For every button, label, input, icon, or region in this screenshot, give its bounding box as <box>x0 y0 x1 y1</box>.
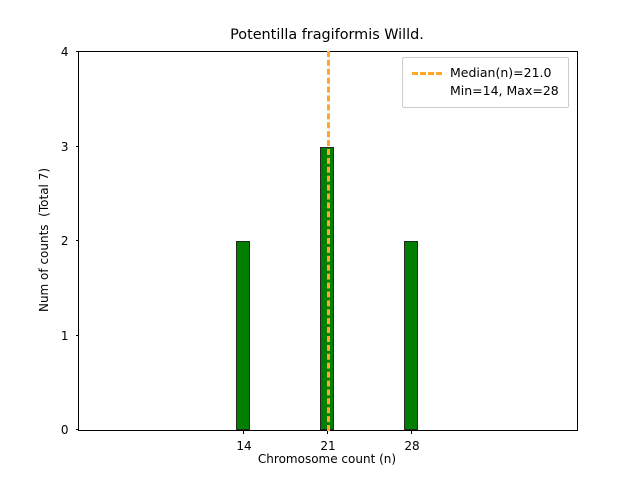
ytick-label-4: 4 <box>60 45 69 59</box>
ytick-mark-0: 0 <box>61 424 79 436</box>
bar-chromosome-14 <box>235 241 250 430</box>
xtick-mark-14: 14 <box>236 430 252 452</box>
plot-area: 0 1 2 3 4 14 21 28 <box>61 46 578 452</box>
ytick-label-1: 1 <box>60 328 69 343</box>
xtick-label-14: 14 <box>236 438 252 453</box>
legend-dashed-line-icon <box>412 72 442 75</box>
x-axis-label: Chromosome count (n) <box>257 452 397 466</box>
xtick-label-28: 28 <box>404 438 420 453</box>
y-axis-label: Num of counts (Total 7) <box>37 167 51 313</box>
plot-inner: 0 1 2 3 4 14 21 28 <box>61 46 577 452</box>
ytick-mark-2: 2 <box>61 235 79 247</box>
median-line <box>327 51 330 431</box>
ytick-mark-1: 1 <box>61 330 79 342</box>
bar-chromosome-21 <box>319 146 334 430</box>
ytick-label-0: 0 <box>60 423 69 437</box>
legend-label-minmax: Min=14, Max=28 <box>450 83 559 98</box>
ytick-label-3: 3 <box>60 139 69 154</box>
xtick-mark-21: 21 <box>320 430 336 452</box>
ytick-mark-3: 3 <box>61 141 79 153</box>
xtick-label-21: 21 <box>320 438 336 453</box>
xtick-mark-28: 28 <box>404 430 420 452</box>
legend-label-median: Median(n)=21.0 <box>450 65 552 80</box>
bar-chromosome-28 <box>403 241 418 430</box>
ytick-label-2: 2 <box>60 234 69 248</box>
chart-title: Potentilla fragiformis Willd. <box>230 27 424 43</box>
legend-text: Median(n)=21.0 Min=14, Max=28 <box>450 64 559 100</box>
ytick-mark-4: 4 <box>61 46 79 58</box>
legend: Median(n)=21.0 Min=14, Max=28 <box>402 57 569 108</box>
